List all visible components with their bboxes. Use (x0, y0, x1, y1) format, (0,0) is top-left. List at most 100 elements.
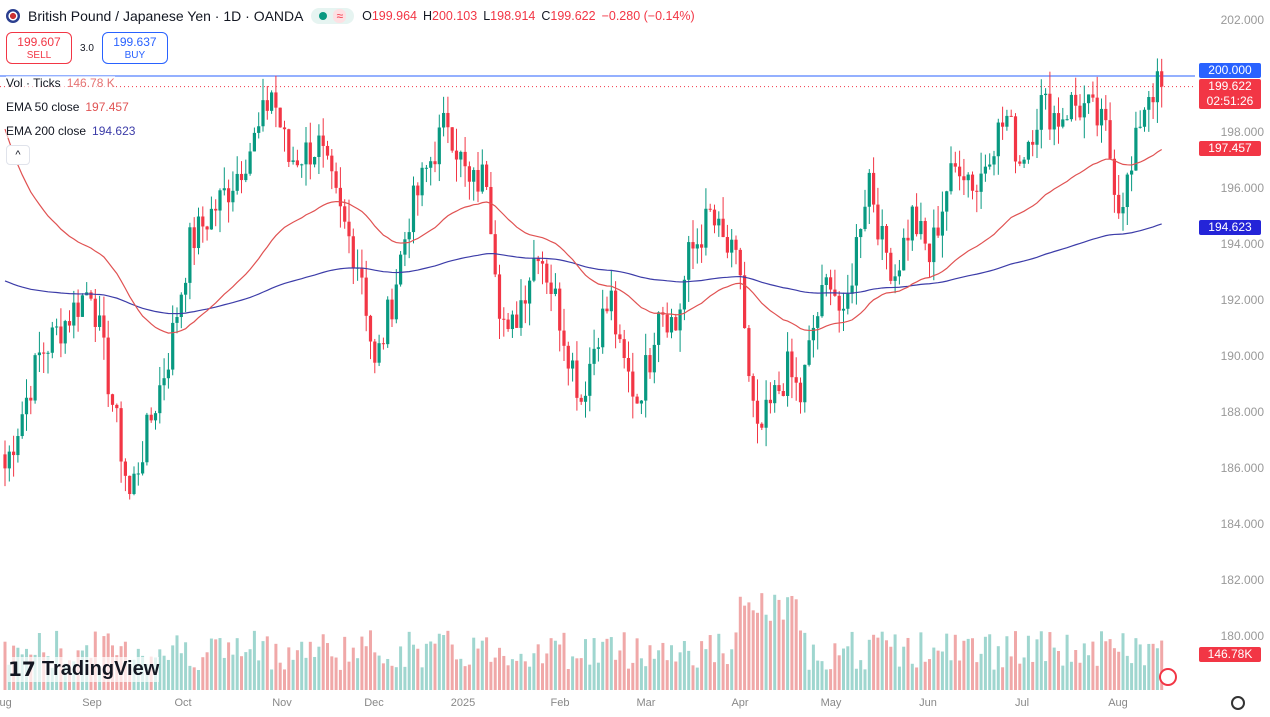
candle-body (777, 385, 781, 392)
time-axis-label: Dec (364, 697, 384, 709)
candle-body (20, 414, 24, 437)
volume-bar (489, 661, 493, 690)
volume-bar (1143, 665, 1146, 690)
market-status[interactable]: ≈ (311, 8, 355, 24)
volume-bar (493, 657, 497, 690)
candle-body (390, 299, 394, 320)
volume-bar (859, 660, 863, 690)
volume-bar (880, 631, 884, 690)
volume-bar (756, 612, 759, 690)
candle-body (760, 423, 764, 428)
collapse-legend-button[interactable]: ^ (6, 145, 30, 165)
volume-bar (265, 636, 269, 690)
volume-bar (1130, 663, 1134, 690)
candle-body (609, 290, 613, 312)
candle-body (807, 340, 811, 365)
legend-ema200[interactable]: EMA 200 close 194.623 (6, 124, 136, 138)
candle-body (42, 352, 46, 354)
volume-bar (902, 646, 906, 690)
volume-bar (738, 596, 742, 690)
candle-body (1112, 158, 1116, 195)
candle-body (16, 436, 20, 456)
volume-bar (627, 668, 630, 690)
volume-bar (394, 667, 398, 690)
candle-body (214, 208, 218, 211)
volume-bar (768, 620, 772, 690)
volume-bar (1138, 644, 1142, 690)
volume-bar (1001, 667, 1005, 690)
volume-bar (966, 638, 970, 690)
volume-bar (575, 658, 579, 690)
candle-body (1142, 109, 1147, 127)
volume-bar (721, 653, 725, 690)
volume-bar (747, 602, 751, 690)
candle-body (179, 294, 183, 318)
candle-body (300, 164, 304, 166)
candle-body (50, 327, 54, 353)
candle-body (652, 344, 656, 373)
volume-bar (644, 666, 648, 690)
candle-body (29, 397, 33, 401)
volume-bar (863, 669, 867, 690)
volume-bar (1065, 634, 1069, 690)
legend-ema50[interactable]: EMA 50 close 197.457 (6, 100, 129, 114)
legend-volume[interactable]: Vol · Ticks 146.78 K (6, 76, 115, 90)
candle-body (334, 171, 338, 188)
candle-body (7, 451, 11, 469)
volume-bar (915, 667, 919, 690)
volume-bar (407, 631, 411, 690)
time-axis-label: Oct (174, 697, 192, 709)
volume-bar (1151, 643, 1155, 690)
candle-body (872, 172, 876, 205)
time-axis-label: Jun (919, 697, 937, 709)
candle-body (949, 163, 953, 192)
candle-body (635, 396, 639, 404)
wave-icon: ≈ (333, 9, 347, 23)
volume-bar (450, 644, 454, 690)
volume-bar (197, 669, 200, 690)
symbol-title[interactable]: British Pound / Japanese Yen · 1D · OAND… (28, 8, 304, 24)
volume-bar (278, 662, 282, 690)
volume-bar (781, 619, 785, 690)
price-axis-label: 188.000 (1220, 405, 1264, 419)
candle-body (1031, 141, 1035, 145)
volume-bar (571, 656, 575, 690)
candle-body (889, 252, 893, 281)
candle-body (136, 473, 140, 475)
candle-body (571, 360, 575, 369)
candle-body (489, 186, 493, 235)
candle-body (1048, 93, 1052, 130)
volume-bar (308, 641, 312, 690)
volume-bar (222, 657, 226, 690)
volume-bar (764, 614, 768, 690)
tradingview-logo[interactable]: 𝟭𝟳 TradingView (8, 657, 160, 682)
candle-body (420, 167, 424, 196)
volume-bar (295, 650, 299, 690)
candle-body (506, 319, 510, 330)
volume-bar (403, 666, 407, 690)
volume-bar (919, 632, 923, 690)
volume-bar (351, 647, 355, 690)
volume-bar (652, 658, 656, 690)
volume-bar (635, 638, 639, 690)
candle-body (682, 279, 686, 310)
ema200-line (4, 223, 1162, 315)
volume-bar (1014, 631, 1017, 690)
buy-button[interactable]: 199.637 BUY (101, 32, 168, 64)
volume-bar (996, 646, 1000, 690)
volume-bar (932, 647, 936, 690)
candle-body (768, 399, 772, 404)
candle-body (519, 300, 523, 328)
candle-body (1074, 94, 1078, 106)
spread: 3.0 (80, 42, 94, 54)
candle-body (631, 371, 635, 397)
volume-bar (532, 653, 536, 690)
sell-button[interactable]: 199.607 SELL (6, 32, 72, 64)
last-price-tag: 199.622 02:51:26 (1199, 79, 1261, 109)
candle-body (983, 166, 987, 174)
settings-icon[interactable] (1231, 696, 1245, 710)
volume-bar (399, 646, 403, 690)
volume-bar (480, 640, 484, 690)
price-axis-label: 180.000 (1220, 629, 1264, 643)
